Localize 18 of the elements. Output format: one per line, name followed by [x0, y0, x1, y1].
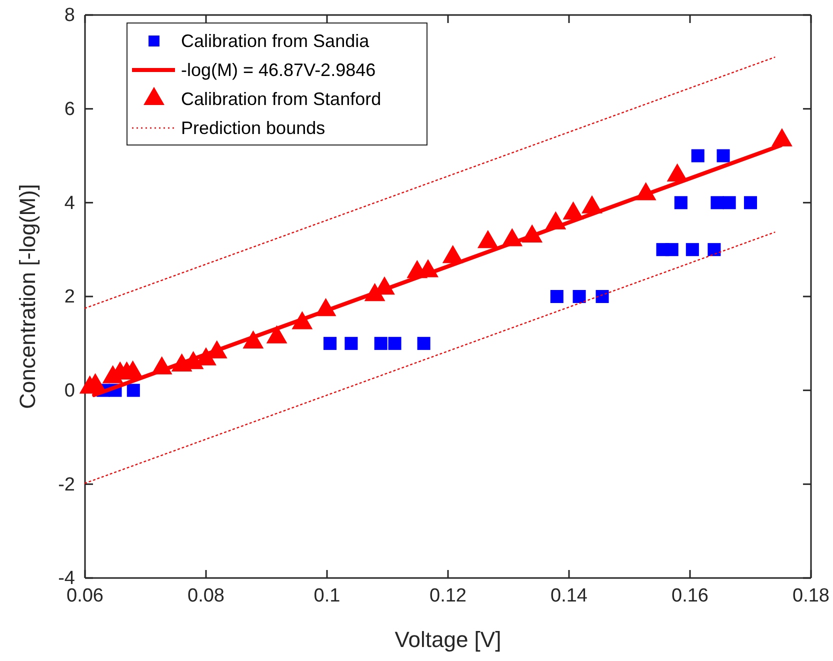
x-tick-label: 0.16 — [672, 585, 708, 606]
y-tick-label: 4 — [64, 192, 76, 214]
x-tick-label: 0.1 — [314, 585, 340, 606]
y-axis-title: Concentration [-log(M)] — [15, 184, 40, 409]
y-tick-label: 8 — [64, 5, 75, 26]
y-tick-label: -2 — [58, 474, 75, 496]
x-axis-title: Voltage [V] — [394, 627, 502, 652]
legend-label: Calibration from Sandia — [181, 31, 370, 51]
x-tick-label: 0.14 — [550, 585, 588, 606]
y-tick-label: 0 — [64, 380, 75, 402]
legend-label: Calibration from Stanford — [181, 89, 382, 109]
x-tick-label: 0.12 — [430, 585, 466, 606]
y-tick-label: 2 — [64, 286, 75, 308]
x-tick-label: 0.08 — [188, 585, 224, 606]
y-tick-label: 6 — [64, 98, 75, 120]
x-tick-label: 0.18 — [792, 585, 830, 606]
legend-label: -log(M) = 46.87V-2.9846 — [181, 60, 376, 80]
legend-label: Prediction bounds — [181, 118, 326, 138]
